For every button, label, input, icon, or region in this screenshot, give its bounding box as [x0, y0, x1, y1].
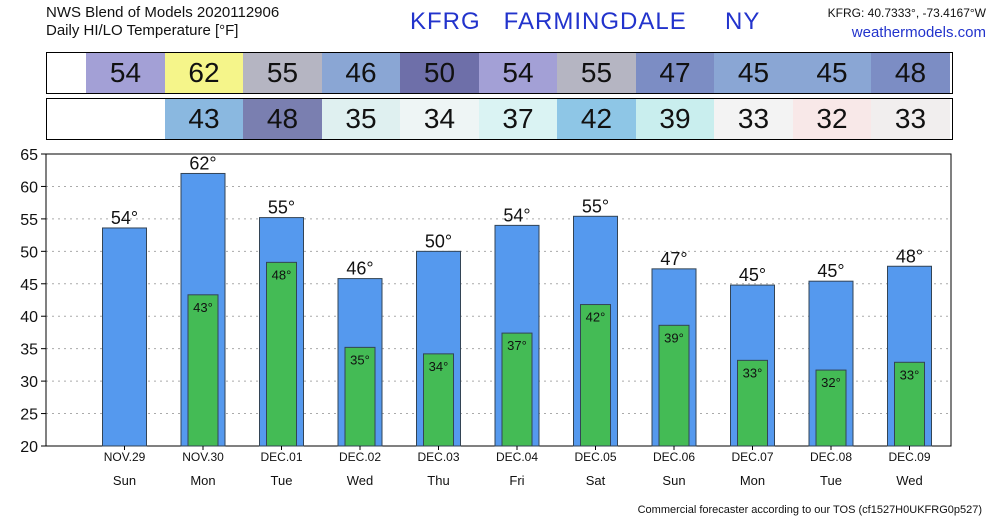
hi-bar-label: 55° — [582, 196, 609, 216]
station-title: KFRG FARMINGDALE NY — [410, 8, 761, 35]
y-tick-label: 35 — [20, 342, 38, 359]
y-tick-label: 60 — [20, 179, 38, 196]
hi_strip-cell: 54 — [478, 53, 558, 93]
x-tick-label: DEC.07 — [731, 450, 773, 464]
lo-bar-label: 42° — [586, 310, 606, 325]
lo-bar-label: 34° — [429, 359, 449, 374]
x-day-label: Wed — [896, 473, 923, 488]
title-line-1: NWS Blend of Models 2020112906 — [46, 4, 280, 21]
x-day-label: Tue — [271, 473, 293, 488]
hi-bar-label: 55° — [268, 198, 295, 218]
hi-bar-label: 50° — [425, 231, 452, 251]
x-tick-label: DEC.04 — [496, 450, 538, 464]
hi-bar-label: 54° — [503, 205, 530, 225]
hi_strip-cell: 45 — [792, 53, 872, 93]
x-tick-label: DEC.03 — [417, 450, 459, 464]
x-tick-label: NOV.29 — [104, 450, 146, 464]
lo_strip-cell: 34 — [400, 99, 479, 139]
title-line-2: Daily HI/LO Temperature [°F] — [46, 22, 239, 39]
x-tick-label: DEC.08 — [810, 450, 852, 464]
hi_strip-cell: 55 — [243, 53, 322, 93]
lo-bar-label: 33° — [900, 367, 920, 382]
lo-bar — [894, 361, 925, 447]
x-day-label: Wed — [347, 473, 374, 488]
x-tick-label: DEC.02 — [339, 450, 381, 464]
lo_strip-cell: 43 — [164, 99, 244, 139]
y-tick-label: 65 — [20, 147, 38, 164]
hi-bar — [102, 227, 147, 447]
x-day-label: Mon — [740, 473, 765, 488]
x-tick-label: DEC.01 — [260, 450, 302, 464]
x-day-label: Fri — [509, 473, 524, 488]
y-tick-label: 45 — [20, 277, 38, 294]
lo-bar — [580, 304, 611, 447]
x-day-label: Sat — [586, 473, 606, 488]
lo_strip-cell: 32 — [792, 99, 872, 139]
lo-bar — [266, 261, 297, 447]
lo-bar — [501, 332, 533, 447]
x-day-label: Thu — [427, 473, 449, 488]
y-tick-label: 20 — [20, 439, 38, 456]
y-tick-label: 50 — [20, 244, 38, 261]
site-link[interactable]: weathermodels.com — [851, 24, 986, 41]
hi-bar-label: 48° — [896, 246, 923, 266]
hi-bar-label: 54° — [111, 208, 138, 228]
station-coords: KFRG: 40.7333°, -73.4167°W — [827, 6, 986, 20]
lo_strip-cell: 48 — [243, 99, 322, 139]
x-day-label: Mon — [190, 473, 215, 488]
lo-bar-label: 32° — [821, 375, 841, 390]
hi_strip-cell: 45 — [714, 53, 793, 93]
hi-bar-label: 45° — [739, 265, 766, 285]
hi_strip-cell: 55 — [557, 53, 636, 93]
lo-bar-label: 37° — [507, 338, 527, 353]
lo-bar-label: 48° — [272, 267, 292, 282]
hi_strip-cell: 54 — [86, 53, 165, 93]
lo-bar — [815, 369, 847, 447]
lo-bar-label: 39° — [664, 330, 684, 345]
lo_strip-cell: 39 — [635, 99, 715, 139]
lo_strip-cell: 33 — [714, 99, 793, 139]
x-tick-label: NOV.30 — [182, 450, 224, 464]
hi_strip-cell: 62 — [164, 53, 244, 93]
hi-bar-label: 62° — [189, 153, 216, 173]
x-day-label: Sun — [662, 473, 685, 488]
hi-bar-label: 47° — [660, 249, 687, 269]
y-tick-label: 55 — [20, 212, 38, 229]
lo-bar-label: 43° — [193, 300, 213, 315]
lo_strip-cell: 37 — [478, 99, 558, 139]
chart-title: NWS Blend of Models 2020112906 Daily HI/… — [46, 4, 279, 40]
hi-bar-label: 46° — [346, 259, 373, 279]
x-day-label: Sun — [113, 473, 136, 488]
x-tick-label: DEC.06 — [653, 450, 695, 464]
lo-temperature-strip: 43 48 35 34 37 42 39 33 32 33 — [46, 98, 953, 140]
footer-note: Commercial forecaster according to our T… — [637, 504, 982, 516]
y-tick-label: 30 — [20, 374, 38, 391]
lo-bar-label: 35° — [350, 352, 370, 367]
y-tick-label: 25 — [20, 407, 38, 424]
hi-bar-label: 45° — [817, 261, 844, 281]
lo-bar — [423, 353, 454, 447]
lo_strip-cell: 35 — [321, 99, 401, 139]
x-tick-label: DEC.09 — [888, 450, 930, 464]
lo_strip-cell: 33 — [871, 99, 950, 139]
x-day-label: Tue — [820, 473, 842, 488]
lo_strip-cell — [86, 99, 165, 139]
lo-bar — [737, 359, 768, 447]
hi_strip-cell: 46 — [321, 53, 401, 93]
hi-temperature-strip: 54 62 55 46 50 54 55 47 45 45 48 — [46, 52, 953, 94]
lo-bar — [658, 324, 690, 447]
lo-bar — [187, 294, 219, 447]
x-tick-label: DEC.05 — [574, 450, 616, 464]
hi_strip-cell: 48 — [871, 53, 950, 93]
lo_strip-cell: 42 — [557, 99, 636, 139]
y-tick-label: 40 — [20, 309, 38, 326]
hi_strip-cell: 50 — [400, 53, 479, 93]
lo-bar-label: 33° — [743, 365, 763, 380]
hi_strip-cell: 47 — [635, 53, 715, 93]
